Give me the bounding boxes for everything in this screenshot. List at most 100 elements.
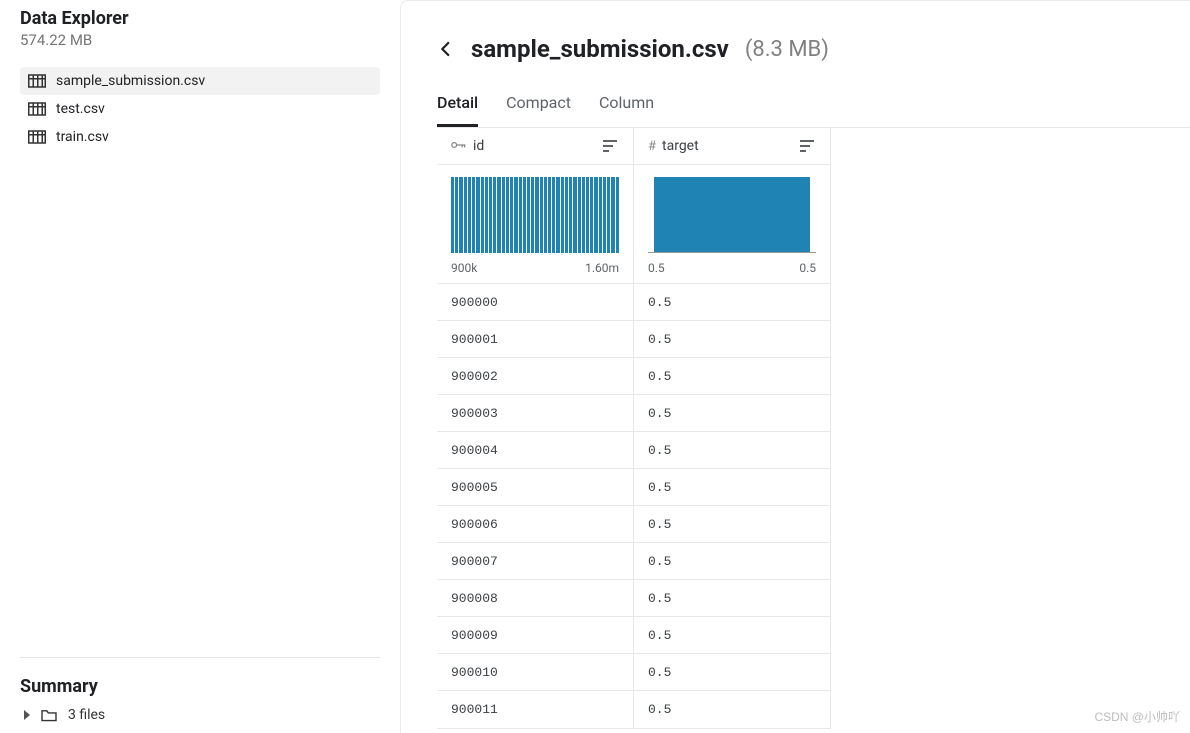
- file-item-sample_submission-csv[interactable]: sample_submission.csv: [20, 67, 380, 95]
- table-cell: 900007: [437, 543, 633, 580]
- histogram-bar: [544, 177, 547, 253]
- range-max: 0.5: [799, 261, 816, 275]
- watermark: CSDN @小帅吖: [1094, 708, 1180, 725]
- histogram-bar: [548, 177, 551, 253]
- summary-files-row[interactable]: 3 files: [20, 707, 380, 723]
- sidebar-title: Data Explorer: [20, 8, 380, 29]
- histogram-bar: [582, 177, 585, 253]
- column-chart-target: 0.5 0.5: [634, 165, 830, 284]
- histogram-bar: [552, 177, 555, 253]
- histogram-bar: [611, 177, 614, 253]
- histogram-bar: [603, 177, 606, 253]
- file-item-label: test.csv: [56, 101, 105, 117]
- file-item-label: sample_submission.csv: [56, 73, 205, 89]
- table-cell: 900003: [437, 395, 633, 432]
- histogram-bar: [472, 177, 475, 253]
- column-header-target[interactable]: #target: [634, 128, 830, 165]
- file-size: (8.3 MB): [745, 37, 829, 62]
- table-cell: 900010: [437, 654, 633, 691]
- summary-files-label: 3 files: [68, 707, 105, 723]
- table-cell: 900001: [437, 321, 633, 358]
- tab-row: Detail Compact Column: [437, 93, 1190, 128]
- table-cell: 900008: [437, 580, 633, 617]
- file-item-test-csv[interactable]: test.csv: [20, 95, 380, 123]
- tab-compact[interactable]: Compact: [506, 93, 571, 127]
- table-cell: 0.5: [634, 506, 830, 543]
- file-item-train-csv[interactable]: train.csv: [20, 123, 380, 151]
- single-bar-chart: [648, 177, 816, 253]
- table-cell: 0.5: [634, 654, 830, 691]
- summary-section: Summary 3 files: [20, 657, 380, 723]
- sort-icon[interactable]: [603, 140, 619, 152]
- histogram-bar: [485, 177, 488, 253]
- table-cell: 0.5: [634, 691, 830, 728]
- range-min: 0.5: [648, 261, 665, 275]
- chart-range-labels: 900k 1.60m: [451, 261, 619, 275]
- histogram-bar: [510, 177, 513, 253]
- sort-icon[interactable]: [800, 140, 816, 152]
- table-icon: [28, 102, 46, 116]
- single-bar: [654, 177, 810, 252]
- range-min: 900k: [451, 261, 477, 275]
- histogram-bar: [586, 177, 589, 253]
- chevron-right-icon: [24, 710, 30, 720]
- histogram-bar: [493, 177, 496, 253]
- histogram-bar: [481, 177, 484, 253]
- column-header-id[interactable]: id: [437, 128, 633, 165]
- hash-icon: #: [648, 139, 656, 154]
- file-title: sample_submission.csv: [471, 35, 729, 63]
- histogram-bar: [502, 177, 505, 253]
- table-cell: 900005: [437, 469, 633, 506]
- histogram-bar: [455, 177, 458, 253]
- histogram-bar: [451, 177, 454, 253]
- file-list: sample_submission.csv test.csv train.csv: [20, 67, 380, 151]
- histogram-bar: [497, 177, 500, 253]
- histogram-bar: [476, 177, 479, 253]
- column-target: #target0.50.50.50.50.50.50.50.50.50.50.5…: [634, 128, 831, 729]
- histogram-bar: [527, 177, 530, 253]
- tab-detail[interactable]: Detail: [437, 93, 478, 127]
- key-icon: [451, 139, 467, 154]
- histogram: [451, 177, 619, 253]
- tab-column[interactable]: Column: [599, 93, 654, 127]
- table-cell: 0.5: [634, 358, 830, 395]
- histogram-bar: [519, 177, 522, 253]
- file-header: sample_submission.csv (8.3 MB): [437, 35, 1190, 63]
- table-cell: 0.5: [634, 284, 830, 321]
- histogram-bar: [540, 177, 543, 253]
- histogram-bar: [565, 177, 568, 253]
- sidebar-total-size: 574.22 MB: [20, 31, 380, 49]
- table-cell: 0.5: [634, 543, 830, 580]
- table-cell: 900011: [437, 691, 633, 728]
- range-max: 1.60m: [585, 261, 619, 275]
- histogram-bar: [590, 177, 593, 253]
- column-name-label: id: [473, 138, 484, 154]
- histogram-bar: [535, 177, 538, 253]
- table-icon: [28, 74, 46, 88]
- table-cell: 0.5: [634, 580, 830, 617]
- histogram-bar: [556, 177, 559, 253]
- histogram-bar: [561, 177, 564, 253]
- table-icon: [28, 130, 46, 144]
- table-cell: 0.5: [634, 617, 830, 654]
- chevron-left-icon: [437, 40, 455, 58]
- table-cell: 900006: [437, 506, 633, 543]
- column-id: id900k1.60m90000090000190000290000390000…: [437, 128, 634, 729]
- folder-icon: [40, 708, 58, 722]
- chart-range-labels: 0.5 0.5: [648, 261, 816, 275]
- table-cell: 0.5: [634, 395, 830, 432]
- histogram-bar: [607, 177, 610, 253]
- histogram-bar: [616, 177, 619, 253]
- table-cell: 900004: [437, 432, 633, 469]
- main-panel: sample_submission.csv (8.3 MB) Detail Com…: [400, 0, 1190, 733]
- summary-title: Summary: [20, 676, 380, 697]
- histogram-bar: [578, 177, 581, 253]
- table-cell: 0.5: [634, 432, 830, 469]
- histogram-bar: [573, 177, 576, 253]
- sidebar: Data Explorer 574.22 MB sample_submissio…: [0, 0, 400, 733]
- histogram-bar: [523, 177, 526, 253]
- histogram-bar: [468, 177, 471, 253]
- table-cell: 900000: [437, 284, 633, 321]
- histogram-bar: [506, 177, 509, 253]
- back-button[interactable]: [437, 40, 455, 58]
